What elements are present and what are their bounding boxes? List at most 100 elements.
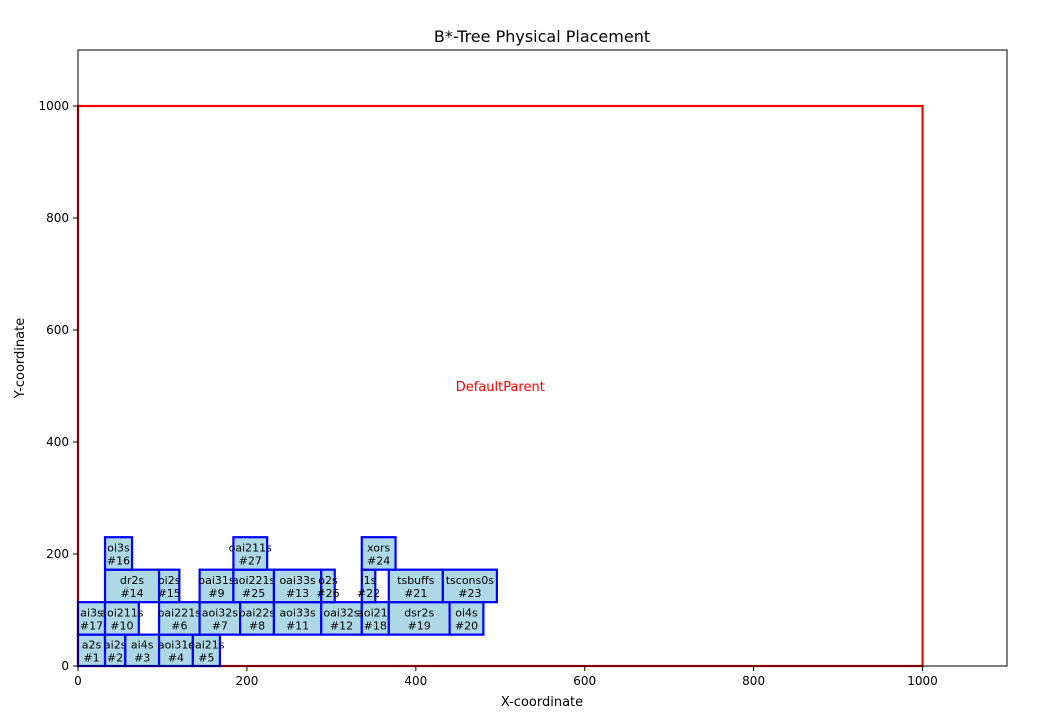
x-tick-label: 1000 <box>907 674 938 688</box>
x-tick-label: 800 <box>742 674 765 688</box>
cell-block: oai31s#9 <box>198 568 235 604</box>
cell-id-label: #3 <box>134 651 150 664</box>
cell-block: oi2s#15 <box>157 568 181 604</box>
cell-block: aoi31s#4 <box>158 633 194 668</box>
cell-block: ai4s#3 <box>124 633 161 668</box>
cell-block: tscons0s#23 <box>441 568 498 604</box>
cell-name-label: oai21s <box>188 638 225 651</box>
cell-id-label: #21 <box>404 587 427 600</box>
y-axis-title: Y-coordinate <box>13 318 28 399</box>
cell-name-label: tscons0s <box>446 574 495 587</box>
cell-id-label: #16 <box>107 554 130 567</box>
cell-id-label: #17 <box>80 619 103 632</box>
cell-block: oai33s#13 <box>272 568 323 604</box>
cell-id-label: #27 <box>239 554 262 567</box>
cell-id-label: #11 <box>286 619 309 632</box>
cell-name-label: dr2s <box>120 574 145 587</box>
cell-name-label: oai31s <box>198 574 235 587</box>
cell-id-label: #26 <box>316 587 339 600</box>
cell-name-label: oai32s <box>323 606 360 619</box>
cell-name-label: oai22s <box>239 606 276 619</box>
y-tick-label: 600 <box>46 323 69 337</box>
cell-id-label: #23 <box>458 587 481 600</box>
cell-name-label: ai4s <box>131 638 154 651</box>
cell-id-label: #9 <box>208 587 224 600</box>
cell-block: oai22s#8 <box>239 601 276 636</box>
cell-id-label: #24 <box>367 554 390 567</box>
cell-block: tsbuffs#21 <box>387 568 444 604</box>
cell-name-label: xors <box>367 541 390 554</box>
x-tick-label: 600 <box>573 674 596 688</box>
cell-rect <box>103 536 134 571</box>
y-tick-label: 0 <box>61 659 69 673</box>
cell-block: oai221s#6 <box>158 601 202 636</box>
cell-block: dr2s#14 <box>103 568 161 604</box>
cell-block: oai21s#5 <box>188 633 225 668</box>
cell-id-label: #1 <box>83 651 99 664</box>
cell-block: oi3s#16 <box>103 536 134 571</box>
cell-id-label: #14 <box>120 587 143 600</box>
cell-name-label: oai211s <box>229 541 273 554</box>
x-tick-label: 400 <box>404 674 427 688</box>
axes-frame <box>77 49 1008 667</box>
cell-name-label: dsr2s <box>404 606 434 619</box>
cell-name-label: oai33s <box>279 574 316 587</box>
y-tick-label: 1000 <box>38 99 69 113</box>
cell-rect <box>320 568 336 604</box>
cell-rect <box>198 568 235 604</box>
cell-id-label: #12 <box>330 619 353 632</box>
cell-id-label: #5 <box>198 651 214 664</box>
cell-block: oai32s#12 <box>320 601 363 636</box>
cell-block: aoi33s#11 <box>272 601 323 636</box>
cell-name-label: a2s <box>82 638 102 651</box>
y-tick-label: 200 <box>46 547 69 561</box>
cell-block: xors#24 <box>360 536 397 571</box>
cell-name-label: oai221s <box>158 606 202 619</box>
cell-name-label: aoi32s <box>202 606 239 619</box>
cell-name-label: ai3s <box>80 606 103 619</box>
cell-block: oai211s#27 <box>229 536 273 571</box>
cell-rect <box>272 568 323 604</box>
cell-id-label: #4 <box>168 651 184 664</box>
cell-id-label: #2 <box>107 651 123 664</box>
cell-name-label: oi3s <box>107 541 130 554</box>
x-tick-label: 200 <box>235 674 258 688</box>
cell-rect <box>239 601 276 636</box>
cell-block: aoi221s#25 <box>232 568 276 604</box>
cell-name-label: o2s <box>318 574 338 587</box>
cell-name-label: aoi21s <box>357 606 394 619</box>
x-axis-title: X-coordinate <box>501 695 583 710</box>
cell-name-label: aoi33s <box>279 606 316 619</box>
cell-rect <box>157 568 181 604</box>
cell-name-label: i1s <box>361 574 377 587</box>
y-tick-label: 800 <box>46 211 69 225</box>
parent-region-label: DefaultParent <box>456 380 545 395</box>
cell-id-label: #7 <box>212 619 228 632</box>
chart-title: B*-Tree Physical Placement <box>434 27 650 46</box>
cell-id-label: #18 <box>364 619 387 632</box>
cell-id-label: #15 <box>158 587 181 600</box>
cell-block: aoi211s#10 <box>100 601 144 636</box>
cell-rect <box>441 568 498 604</box>
cell-rect <box>387 568 444 604</box>
cell-block: dsr2s#19 <box>387 601 451 636</box>
cell-id-label: #25 <box>242 587 265 600</box>
cell-block: ai2s#2 <box>104 633 127 668</box>
cell-name-label: aoi211s <box>100 606 144 619</box>
y-tick-label: 400 <box>46 435 69 449</box>
cell-block: o2s#26 <box>316 568 340 604</box>
cell-name-label: tsbuffs <box>397 574 435 587</box>
cell-rect <box>103 568 161 604</box>
cell-id-label: #13 <box>286 587 309 600</box>
cell-name-label: oi4s <box>455 606 478 619</box>
cell-id-label: #10 <box>110 619 133 632</box>
cell-id-label: #20 <box>455 619 478 632</box>
cell-id-label: #19 <box>408 619 431 632</box>
plot-layer: DefaultParenta2s#1ai2s#2ai4s#3aoi31s#4oa… <box>76 104 924 668</box>
cell-rect <box>360 536 397 571</box>
y-axis-ticks: 0 200 400 600 800 1000 <box>38 99 78 673</box>
cell-block: oi4s#20 <box>448 601 485 636</box>
cell-block: a2s#1 <box>76 633 107 668</box>
x-tick-label: 0 <box>74 674 82 688</box>
